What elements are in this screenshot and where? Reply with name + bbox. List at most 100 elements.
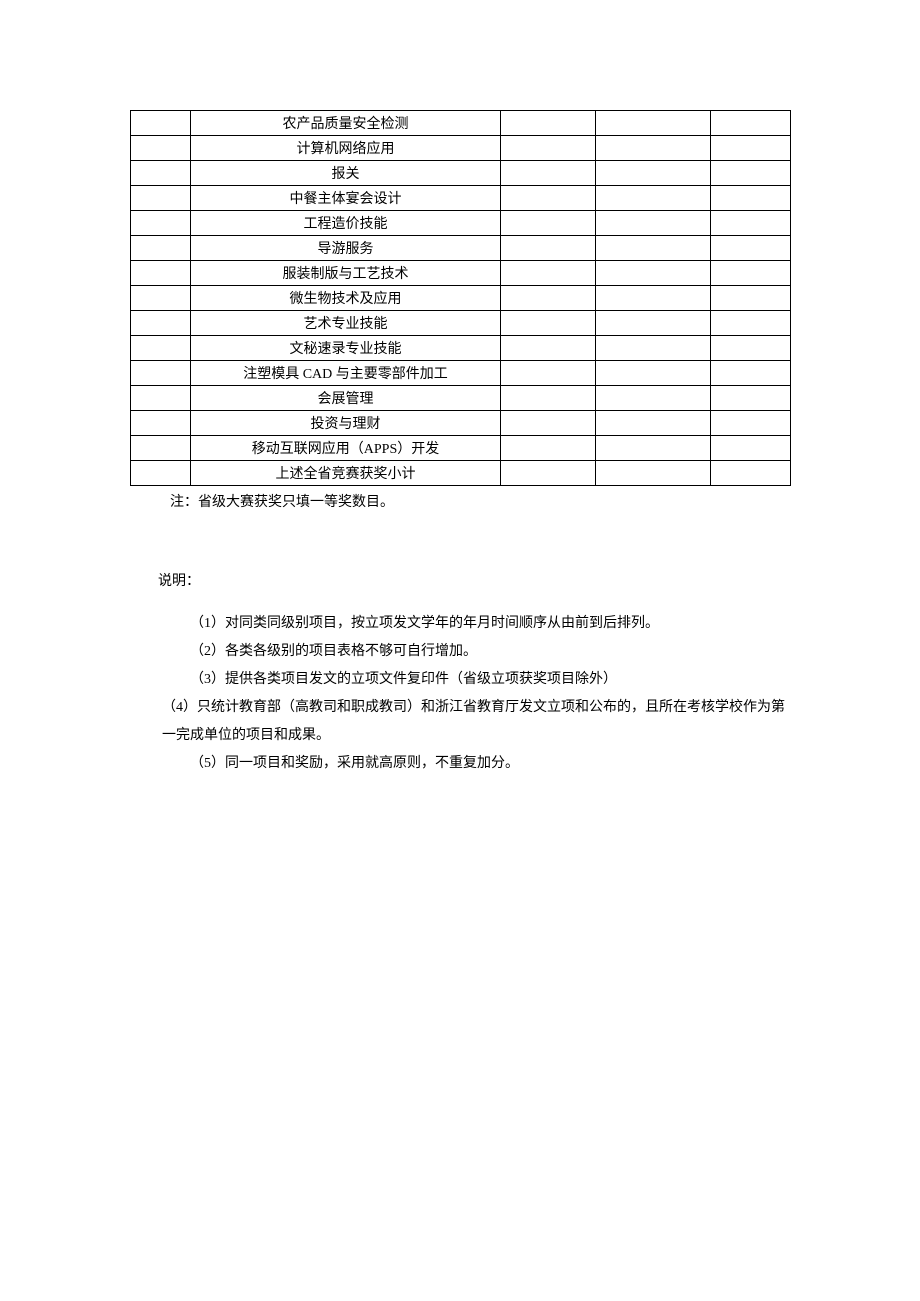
table-row: 导游服务 [131,236,791,261]
cell-c3 [501,136,596,161]
cell-c2: 工程造价技能 [191,211,501,236]
cell-c4 [596,136,711,161]
competition-table: 农产品质量安全检测 计算机网络应用 报关 中餐主体宴会设计 [130,110,791,486]
cell-c3 [501,186,596,211]
cell-c2: 中餐主体宴会设计 [191,186,501,211]
table-row: 投资与理财 [131,411,791,436]
table-row: 农产品质量安全检测 [131,111,791,136]
table-row: 服装制版与工艺技术 [131,261,791,286]
cell-c4 [596,111,711,136]
cell-c4 [596,286,711,311]
cell-c1 [131,186,191,211]
cell-c3 [501,461,596,486]
cell-c3 [501,411,596,436]
table-row: 移动互联网应用（APPS）开发 [131,436,791,461]
cell-c2: 上述全省竞赛获奖小计 [191,461,501,486]
cell-c3 [501,161,596,186]
description-item: （1）对同类同级别项目，按立项发文学年的年月时间顺序从由前到后排列。 [190,610,790,638]
cell-c2: 投资与理财 [191,411,501,436]
cell-c2: 计算机网络应用 [191,136,501,161]
cell-c3 [501,311,596,336]
cell-c5 [711,111,791,136]
cell-c5 [711,386,791,411]
cell-c1 [131,436,191,461]
cell-c4 [596,411,711,436]
cell-c1 [131,386,191,411]
table-row: 注塑模具 CAD 与主要零部件加工 [131,361,791,386]
cell-c4 [596,261,711,286]
cell-c1 [131,286,191,311]
cell-c1 [131,336,191,361]
table-footnote: 注：省级大赛获奖只填一等奖数目。 [170,492,790,514]
description-item: （4）只统计教育部（高教司和职成教司）和浙江省教育厅发文立项和公布的，且所在考核… [162,694,790,750]
cell-c5 [711,336,791,361]
cell-c5 [711,361,791,386]
cell-c2: 艺术专业技能 [191,311,501,336]
description-item: （2）各类各级别的项目表格不够可自行增加。 [190,638,790,666]
cell-c2: 报关 [191,161,501,186]
cell-c4 [596,336,711,361]
cell-c3 [501,361,596,386]
cell-c4 [596,186,711,211]
table-row: 会展管理 [131,386,791,411]
cell-c5 [711,411,791,436]
cell-c5 [711,136,791,161]
cell-c3 [501,261,596,286]
cell-c3 [501,336,596,361]
cell-c4 [596,461,711,486]
table-body: 农产品质量安全检测 计算机网络应用 报关 中餐主体宴会设计 [131,111,791,486]
cell-c5 [711,286,791,311]
cell-c1 [131,211,191,236]
cell-c1 [131,236,191,261]
description-item: （3）提供各类项目发文的立项文件复印件（省级立项获奖项目除外） [190,666,790,694]
cell-c1 [131,461,191,486]
cell-c2: 微生物技术及应用 [191,286,501,311]
table-row: 中餐主体宴会设计 [131,186,791,211]
cell-c5 [711,161,791,186]
description-heading: 说明： [158,570,790,590]
cell-c2: 农产品质量安全检测 [191,111,501,136]
cell-c4 [596,361,711,386]
cell-c2: 注塑模具 CAD 与主要零部件加工 [191,361,501,386]
cell-c5 [711,311,791,336]
cell-c1 [131,111,191,136]
cell-c5 [711,211,791,236]
table-row: 艺术专业技能 [131,311,791,336]
table-row: 报关 [131,161,791,186]
cell-c4 [596,236,711,261]
cell-c4 [596,161,711,186]
table-row: 文秘速录专业技能 [131,336,791,361]
cell-c3 [501,386,596,411]
cell-c4 [596,311,711,336]
cell-c2: 导游服务 [191,236,501,261]
cell-c3 [501,236,596,261]
description-item: （5）同一项目和奖励，采用就高原则，不重复加分。 [190,750,790,778]
cell-c3 [501,111,596,136]
cell-c3 [501,286,596,311]
cell-c2: 服装制版与工艺技术 [191,261,501,286]
cell-c5 [711,461,791,486]
cell-c1 [131,361,191,386]
cell-c2: 移动互联网应用（APPS）开发 [191,436,501,461]
cell-c1 [131,136,191,161]
description-list: （1）对同类同级别项目，按立项发文学年的年月时间顺序从由前到后排列。 （2）各类… [190,610,790,778]
cell-c4 [596,211,711,236]
table-row: 计算机网络应用 [131,136,791,161]
cell-c1 [131,411,191,436]
cell-c5 [711,236,791,261]
cell-c2: 文秘速录专业技能 [191,336,501,361]
cell-c1 [131,161,191,186]
cell-c3 [501,211,596,236]
cell-c3 [501,436,596,461]
cell-c5 [711,186,791,211]
cell-c2: 会展管理 [191,386,501,411]
cell-c4 [596,436,711,461]
cell-c5 [711,261,791,286]
cell-c1 [131,311,191,336]
table-row: 微生物技术及应用 [131,286,791,311]
cell-c4 [596,386,711,411]
table-row: 上述全省竞赛获奖小计 [131,461,791,486]
cell-c5 [711,436,791,461]
table-row: 工程造价技能 [131,211,791,236]
cell-c1 [131,261,191,286]
